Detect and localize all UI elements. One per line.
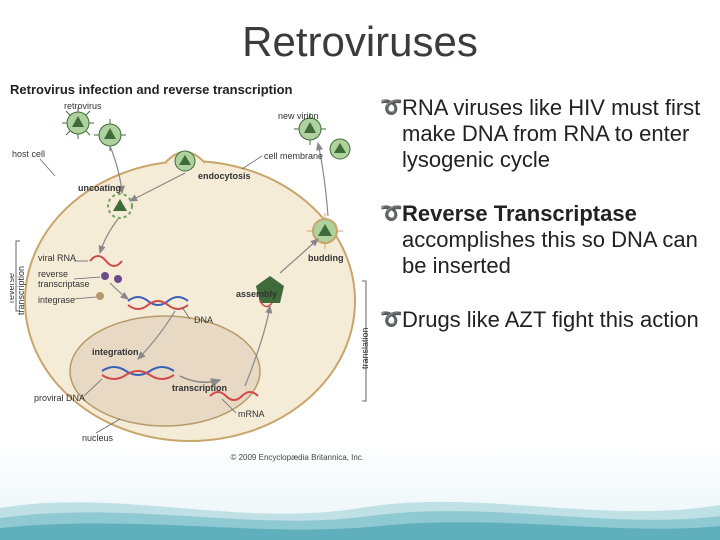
bullet-glyph: ➰ [380,97,402,118]
diagram-figure: Retrovirus infection and reverse transcr… [10,82,370,462]
bullet-lead: Reverse Transcriptase [402,201,637,226]
label-nucleus: nucleus [82,433,114,443]
label-cell-membrane: cell membrane [264,151,323,161]
label-integration: integration [92,347,139,357]
slide-title: Retroviruses [0,18,720,66]
retrovirus-diagram: host cell retrovirus new virion cell mem… [10,101,370,446]
label-integrase: integrase [38,295,75,305]
label-rt-2: transcriptase [38,279,90,289]
decorative-wave [0,470,720,540]
bullet-list: ➰ RNA viruses like HIV must first make D… [380,95,710,361]
bullet-glyph: ➰ [380,309,402,330]
retrovirus-icon [62,107,94,139]
label-endocytosis: endocytosis [198,171,251,181]
label-budding: budding [308,253,344,263]
bullet-glyph: ➰ [380,203,402,224]
label-assembly: assembly [236,289,277,299]
figure-heading: Retrovirus infection and reverse transcr… [10,82,370,97]
bullet-item: ➰ Drugs like AZT fight this action [380,307,710,333]
label-host-cell: host cell [12,149,45,159]
label-viral-rna: viral RNA [38,253,76,263]
label-transcription: transcription [172,383,227,393]
label-side-rt-2: transcription [16,266,26,315]
label-side-translation: translation [360,327,370,369]
bullet-rest: accomplishes this so DNA can be inserted [402,227,698,278]
bullet-item: ➰ Reverse Transcriptase accomplishes thi… [380,201,710,279]
label-uncoating: uncoating [78,183,121,193]
label-retrovirus: retrovirus [64,101,102,111]
label-proviral-dna: proviral DNA [34,393,85,403]
slide: Retroviruses Retrovirus infection and re… [0,0,720,540]
bullet-lead: RNA viruses like HIV [402,95,605,120]
bullet-item: ➰ RNA viruses like HIV must first make D… [380,95,710,173]
label-rt-1: reverse [38,269,68,279]
label-mrna: mRNA [238,409,265,419]
label-new-virion: new virion [278,111,319,121]
label-dna: DNA [194,315,213,325]
bullet-lead: Drugs like AZT fight this action [402,307,699,332]
figure-copyright: © 2009 Encyclopædia Britannica, Inc. [230,453,364,462]
